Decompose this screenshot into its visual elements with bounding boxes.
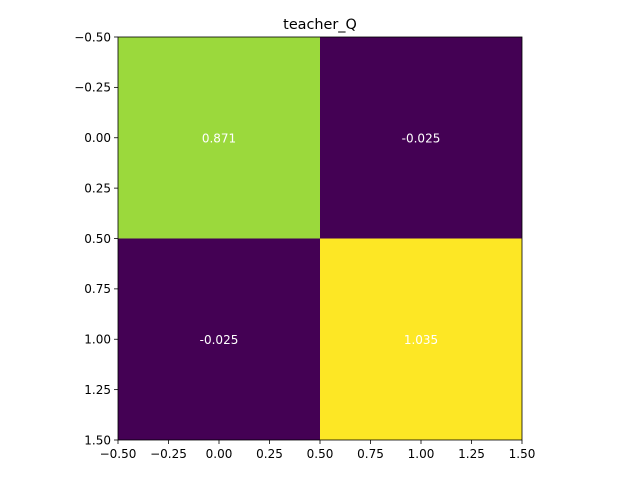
y-tick-label: 0.25 (84, 181, 111, 195)
x-axis: −0.50 −0.25 0.00 0.25 0.50 0.75 1.00 1.25 1.50 (100, 440, 536, 461)
cell-label-0-0: 0.871 (202, 131, 236, 145)
x-tick-label: 1.50 (509, 447, 536, 461)
cell-labels: 0.871 -0.025 -0.025 1.035 (200, 131, 441, 347)
y-tick-label: 1.25 (84, 383, 111, 397)
x-tick-label: 0.25 (256, 447, 283, 461)
heatmap-cells (118, 37, 522, 440)
y-tick-label: 1.00 (84, 333, 111, 347)
x-tick-label: 0.50 (307, 447, 334, 461)
x-tick-label: 1.00 (408, 447, 435, 461)
x-tick-label: 0.75 (357, 447, 384, 461)
chart-title: teacher_Q (283, 17, 357, 33)
heatmap-cell-1-0 (118, 238, 320, 440)
y-tick-label: 1.50 (84, 433, 111, 447)
y-tick-label: 0.75 (84, 282, 111, 296)
y-tick-label: 0.00 (84, 131, 111, 145)
y-axis: −0.50 −0.25 0.00 0.25 0.50 0.75 1.00 1.25 1.50 (74, 30, 118, 447)
heatmap-cell-0-1 (320, 37, 522, 239)
cell-label-1-0: -0.025 (200, 333, 239, 347)
y-tick-label: −0.50 (74, 30, 111, 44)
x-tick-label: 0.00 (206, 447, 233, 461)
x-tick-label: −0.50 (100, 447, 137, 461)
heatmap-cell-1-1 (320, 238, 522, 440)
cell-label-0-1: -0.025 (402, 131, 441, 145)
x-tick-label: −0.25 (150, 447, 187, 461)
y-tick-label: 0.50 (84, 232, 111, 246)
x-tick-label: 1.25 (458, 447, 485, 461)
heatmap-cell-0-0 (118, 37, 320, 239)
cell-label-1-1: 1.035 (404, 333, 438, 347)
y-tick-label: −0.25 (74, 81, 111, 95)
